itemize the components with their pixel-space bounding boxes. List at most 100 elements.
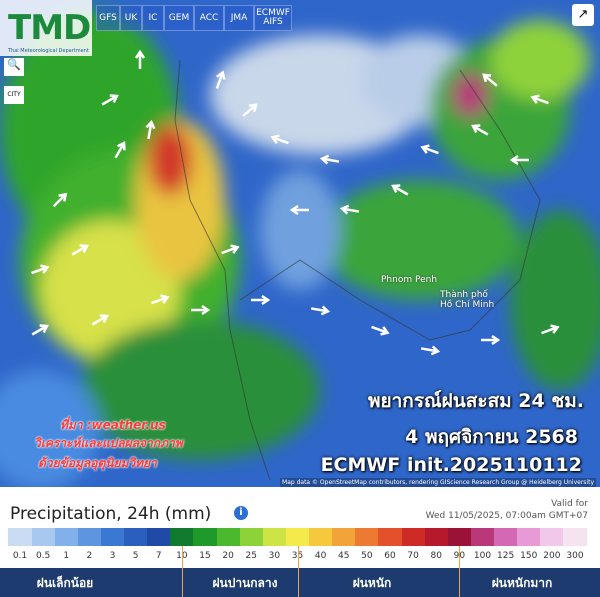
map-image [0,0,600,487]
wind-arrow [471,124,489,136]
color-cell [494,528,518,546]
valid-time: Wed 11/05/2025, 07:00am GMT+07 [425,511,588,521]
scale-label: 25 [245,551,257,561]
color-cell [447,528,472,546]
scale-label: 30 [268,551,281,561]
model-button[interactable]: ECMWF AIFS [254,5,292,31]
wind-arrow [391,184,409,196]
scale-label: 2 [86,551,93,561]
scale-label: 80 [430,551,442,561]
scale-label: 50 [361,551,373,561]
category-label: ฝนหนักมาก [491,576,553,590]
logo: TMD [8,8,91,48]
category-label: ฝนเล็กน้อย [36,576,94,590]
wind-arrow [481,334,501,346]
wind-arrow [319,154,340,165]
color-cell [470,528,495,546]
color-cell [355,528,379,546]
model-button[interactable]: IC [142,5,164,31]
wind-arrow [242,103,258,117]
wind-arrow [310,305,331,316]
zoom-button[interactable]: 🔍 [4,58,24,76]
color-cell [563,528,588,546]
wind-arrow [114,141,126,159]
category-divider [459,546,461,597]
color-cell [147,528,171,546]
wind-arrow [509,154,529,166]
color-cell [124,528,148,546]
scale-label: 20 [222,551,234,561]
color-cell [517,528,541,546]
share-button[interactable]: ↗ [572,4,594,26]
scale-label: 70 [407,551,419,561]
legend-title: Precipitation, 24h (mm) [10,504,212,524]
valid-label: Valid for [551,499,588,509]
scale-label: 5 [132,551,139,561]
scale-label: 60 [384,551,396,561]
category-divider [181,546,183,597]
color-cell [216,528,241,546]
scale-label: 45 [338,551,350,561]
scale-label: 200 [543,551,561,561]
scale-label: 150 [520,551,538,561]
wind-arrow [31,324,49,336]
color-cell [100,528,125,546]
attribution: Map data © OpenStreetMap contributors, r… [280,478,596,487]
color-cell [8,528,33,546]
wind-arrow [191,304,211,316]
scale-label: 125 [497,551,515,561]
model-button[interactable]: ACC [194,5,224,31]
scale-label: 3 [109,551,116,561]
place-label: Phnom Penh [381,275,438,285]
wind-arrow [530,94,549,105]
logo-box: TMD Thai Meteorological Department [0,0,92,56]
scale-label: 300 [566,551,584,561]
category-divider [297,546,299,597]
wind-arrow [71,244,89,256]
wind-arrow [289,204,309,216]
wind-arrow [420,345,441,356]
overlay-date: 4 พฤศจิกายน 2568 [405,426,578,448]
wind-arrow [145,119,156,140]
wind-arrow [420,144,439,155]
map: TMD Thai Meteorological Department 🔍 CIT… [0,0,600,487]
wind-arrow [52,192,68,208]
color-cell [54,528,79,546]
logo-subtitle: Thai Meteorological Department [8,48,89,54]
color-cell [262,528,287,546]
overlay-title: พยากรณ์ฝนสะสม 24 ชม. [367,390,584,412]
model-button[interactable]: GEM [164,5,194,31]
color-cell [239,528,264,546]
category-label: ฝนปานกลาง [212,576,278,590]
scale-label: 40 [314,551,327,561]
credit: ที่มา :weather.us [60,418,166,432]
wind-arrow [371,325,390,336]
wind-arrow [31,264,50,275]
scale-label: 1 [63,551,70,561]
category-bar [0,568,600,597]
scale-label: 100 [473,551,492,561]
layer-button[interactable]: CITY [4,86,24,104]
scale-label: 0.5 [35,551,51,561]
model-button[interactable]: JMA [224,5,254,31]
model-button[interactable]: GFS [96,5,120,31]
color-cell [540,528,564,546]
scale-label: 7 [155,551,162,561]
wind-arrow [215,70,226,89]
color-cell [332,528,356,546]
wind-arrow [270,134,289,145]
wind-arrow [91,314,109,326]
wind-arrow [339,204,360,215]
wind-arrow [482,73,498,87]
color-cell [424,528,449,546]
color-cell [309,528,333,546]
model-button[interactable]: UK [120,5,142,31]
color-cell [285,528,310,546]
color-cell [31,528,56,546]
wind-arrow [221,244,240,255]
info-button[interactable]: i [234,506,248,520]
wind-arrow [541,324,560,335]
credit: วิเคราะห์และแปลผลจากภาพ [34,436,183,450]
wind-arrow [151,294,170,305]
